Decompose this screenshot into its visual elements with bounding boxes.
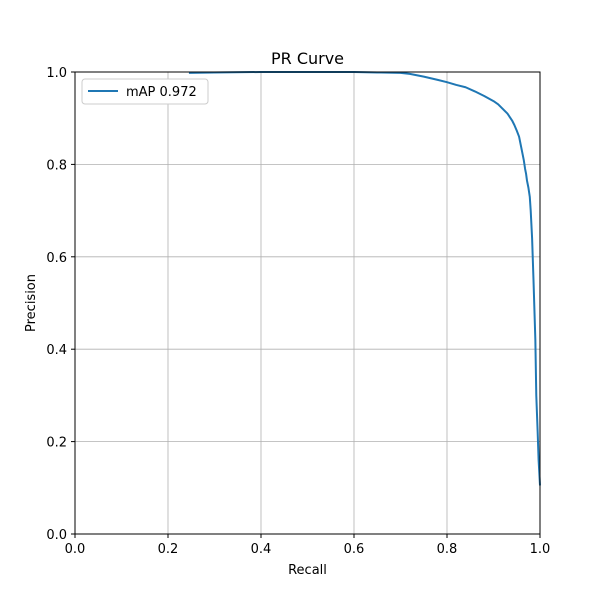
chart-title: PR Curve (271, 49, 344, 68)
y-axis-label: Precision (24, 274, 39, 332)
plot-area-frame (74, 71, 541, 535)
x-tick-label: 1.0 (530, 542, 551, 557)
legend: mAP 0.972 (81, 78, 209, 105)
y-tick-label: 1.0 (46, 66, 67, 81)
y-tick-label: 0.8 (46, 158, 67, 173)
series-line (188, 71, 541, 486)
x-tick-label: 0.0 (65, 542, 86, 557)
series-layer (188, 71, 541, 486)
y-tick-label: 0.4 (46, 343, 67, 358)
ticks: 0.0 0.2 0.4 0.6 0.8 1.0 0.0 0.2 0.4 0.6 0.8 1.0 (46, 66, 550, 557)
x-axis-label: Recall (288, 563, 327, 578)
grid (74, 71, 541, 535)
legend-box (81, 78, 209, 105)
x-tick-label: 0.8 (437, 542, 458, 557)
y-tick-label: 0.0 (46, 528, 67, 543)
legend-series-label: mAP 0.972 (126, 85, 197, 100)
y-tick-label: 0.6 (46, 251, 67, 266)
x-tick-label: 0.4 (251, 542, 272, 557)
x-tick-label: 0.6 (344, 542, 365, 557)
x-tick-label: 0.2 (158, 542, 179, 557)
y-tick-label: 0.2 (46, 436, 67, 451)
